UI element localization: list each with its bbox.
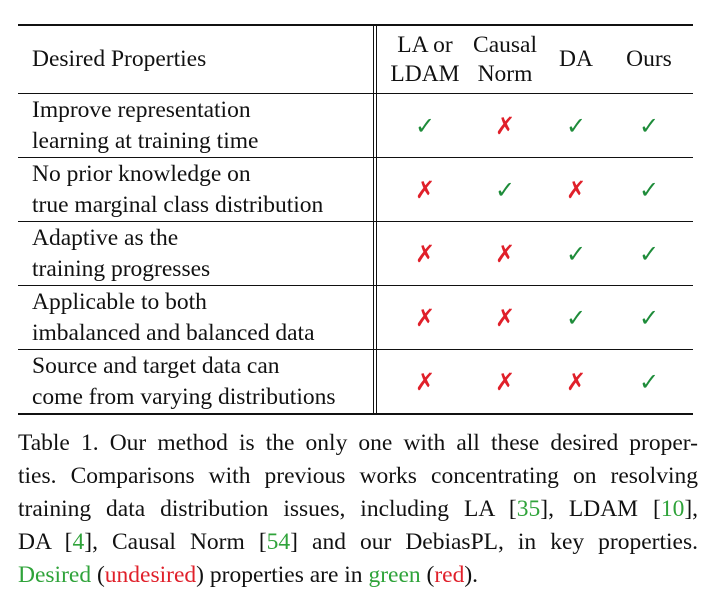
property-line2: learning at training time <box>32 127 259 154</box>
double-vertical-rule <box>373 94 377 157</box>
table-caption: Table 1. Our method is the only one with… <box>18 427 698 592</box>
mark-da: ✓ <box>565 303 587 332</box>
caption-line: DA [4], Causal Norm [54] and our DebiasP… <box>18 526 698 559</box>
double-vertical-rule <box>373 222 377 285</box>
property-line1: Source and target data can <box>32 352 280 379</box>
caption-text: ) properties are in <box>196 562 369 588</box>
caption-text: ], Causal Norm [ <box>84 529 267 555</box>
table-row: No prior knowledge on true marginal clas… <box>18 158 693 222</box>
caption-green-word: green <box>368 562 421 588</box>
header-property-cell: Desired Properties <box>18 26 369 93</box>
caption-line: Table 1. Our method is the only one with… <box>18 427 698 460</box>
mark-la-ldam: ✓ <box>414 111 436 140</box>
property-line1: Improve representation <box>32 96 251 123</box>
caption-text: DA [ <box>18 529 73 555</box>
citation-link-ldam[interactable]: 10 <box>660 496 685 522</box>
property-cell: No prior knowledge on true marginal clas… <box>18 158 369 221</box>
double-vertical-rule <box>373 286 377 349</box>
table-header-row: Desired Properties LA or LDAM Causal Nor… <box>18 26 693 94</box>
property-line2: imbalanced and balanced data <box>32 319 315 346</box>
caption-line: training data distribution issues, inclu… <box>18 493 698 526</box>
mark-da: ✗ <box>565 367 587 396</box>
caption-undesired-word: undesired <box>104 562 197 588</box>
properties-table: Desired Properties LA or LDAM Causal Nor… <box>18 24 693 415</box>
caption-text: ( <box>420 562 435 588</box>
property-line2: come from varying distributions <box>32 383 336 410</box>
mark-ours: ✓ <box>638 239 660 268</box>
header-col-label-line2: Norm <box>477 60 533 87</box>
table-row: Adaptive as the training progresses ✗ ✗ … <box>18 222 693 286</box>
double-vertical-rule <box>373 26 377 93</box>
caption-desired-word: Desired <box>18 562 92 588</box>
header-col-da: DA <box>547 45 605 74</box>
mark-da: ✓ <box>565 111 587 140</box>
top-rule <box>18 24 693 26</box>
mark-causal-norm: ✗ <box>494 111 516 140</box>
header-col-label-line2: LDAM <box>390 60 460 87</box>
header-col-label-line1: LA or <box>397 31 453 58</box>
header-col-causal-norm: Causal Norm <box>463 31 547 89</box>
mark-la-ldam: ✗ <box>414 303 436 332</box>
mark-la-ldam: ✗ <box>414 239 436 268</box>
citation-link-da[interactable]: 4 <box>72 529 85 555</box>
caption-text: ties. Comparisons with previous works co… <box>18 463 698 489</box>
mark-ours: ✓ <box>638 175 660 204</box>
header-col-label-line1: Causal <box>473 31 537 58</box>
caption-red-word: red <box>434 562 465 588</box>
property-line1: Applicable to both <box>32 288 207 315</box>
mark-da: ✓ <box>565 239 587 268</box>
caption-text: ( <box>91 562 105 588</box>
header-col-label-line1: DA <box>559 46 593 72</box>
header-col-ours: Ours <box>605 45 693 74</box>
header-col-la-ldam: LA or LDAM <box>387 31 463 89</box>
mark-da: ✗ <box>565 175 587 204</box>
mark-causal-norm: ✗ <box>494 303 516 332</box>
property-line1: No prior knowledge on <box>32 160 251 187</box>
caption-text: ], LDAM [ <box>540 496 661 522</box>
caption-text: training data distribution issues, inclu… <box>18 496 517 522</box>
table-row: Source and target data can come from var… <box>18 350 693 413</box>
caption-text: ], <box>684 496 699 522</box>
mark-ours: ✓ <box>638 111 660 140</box>
citation-link-la[interactable]: 35 <box>516 496 541 522</box>
mark-ours: ✓ <box>638 367 660 396</box>
bottom-rule <box>18 413 693 415</box>
property-line1: Adaptive as the <box>32 224 179 251</box>
mark-la-ldam: ✗ <box>414 175 436 204</box>
mark-causal-norm: ✗ <box>494 367 516 396</box>
caption-text: Table 1. Our method is the only one with… <box>18 430 698 456</box>
double-vertical-rule <box>373 350 377 413</box>
mark-ours: ✓ <box>638 303 660 332</box>
mark-causal-norm: ✗ <box>494 239 516 268</box>
header-property-label: Desired Properties <box>32 46 207 72</box>
mark-causal-norm: ✓ <box>494 175 516 204</box>
caption-text: ). <box>464 562 479 588</box>
double-vertical-rule <box>373 158 377 221</box>
property-cell: Improve representation learning at train… <box>18 94 369 157</box>
property-line2: true marginal class distribution <box>32 191 324 218</box>
caption-line: Desired (undesired) properties are in gr… <box>18 559 698 592</box>
citation-link-causal-norm[interactable]: 54 <box>266 529 291 555</box>
mark-la-ldam: ✗ <box>414 367 436 396</box>
header-col-label-line1: Ours <box>626 46 672 72</box>
property-line2: training progresses <box>32 255 211 282</box>
property-cell: Adaptive as the training progresses <box>18 222 369 285</box>
property-cell: Applicable to both imbalanced and balanc… <box>18 286 369 349</box>
caption-line: ties. Comparisons with previous works co… <box>18 460 698 493</box>
table-row: Improve representation learning at train… <box>18 94 693 158</box>
property-cell: Source and target data can come from var… <box>18 350 369 413</box>
table-row: Applicable to both imbalanced and balanc… <box>18 286 693 350</box>
caption-text: ] and our DebiasPL, in key properties. <box>290 529 699 555</box>
